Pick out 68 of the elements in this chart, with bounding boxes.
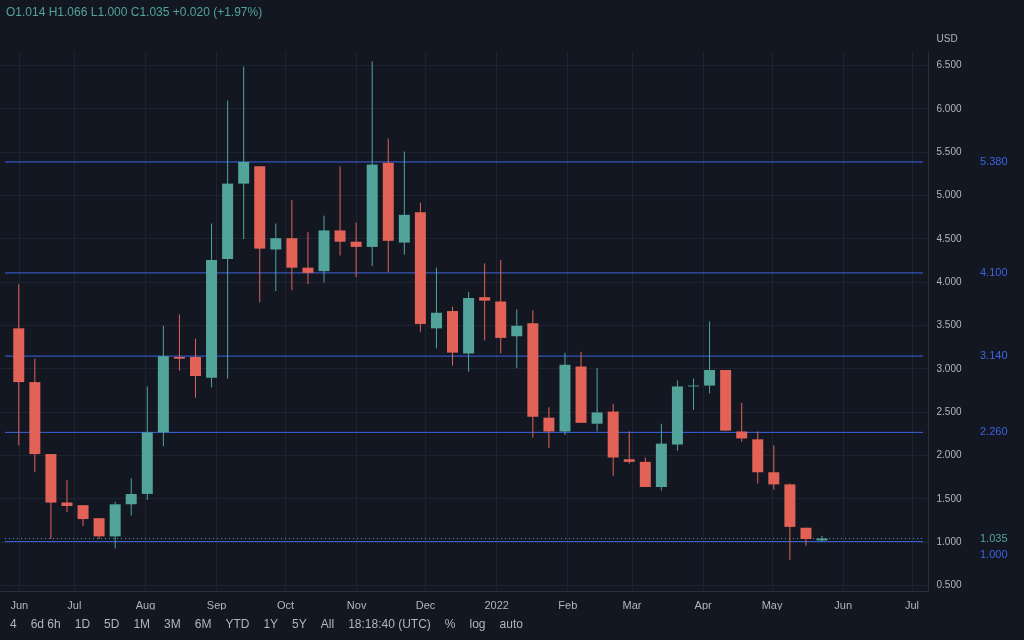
ref-line-label: 1.000 bbox=[980, 547, 1008, 560]
text: 1D bbox=[74, 617, 91, 631]
y-tick-label: 2.000 bbox=[936, 449, 962, 461]
candlestick bbox=[591, 367, 603, 433]
candlestick bbox=[125, 477, 137, 517]
candlestick bbox=[302, 231, 314, 285]
x-tick-label: Apr bbox=[694, 598, 713, 611]
x-tick-label: Jun bbox=[10, 598, 29, 611]
candlestick bbox=[768, 444, 780, 491]
ref-line-label: 2.260 bbox=[980, 425, 1008, 438]
candlestick bbox=[334, 165, 346, 257]
ref-line-label: 3.140 bbox=[980, 349, 1008, 362]
text: 5Y bbox=[292, 617, 307, 631]
chart-title: O1.014 H1.066 L1.000 C1.035 +0.020 (+1.97%) bbox=[6, 5, 263, 19]
text: 5D bbox=[104, 617, 120, 631]
x-tick-label: May bbox=[761, 598, 783, 611]
x-tick-label: Jun bbox=[834, 598, 853, 611]
text: % bbox=[444, 617, 456, 631]
candlestick bbox=[270, 222, 282, 292]
candlestick bbox=[479, 262, 491, 341]
candlestick bbox=[93, 517, 105, 540]
text: 18:18:40 (UTC) bbox=[348, 617, 431, 631]
ref-line-label: 5.380 bbox=[980, 154, 1008, 167]
x-tick-label: Nov bbox=[346, 598, 367, 611]
candlestick bbox=[430, 267, 442, 349]
candlestick bbox=[238, 66, 250, 240]
y-tick-label: 5.000 bbox=[936, 189, 962, 201]
y-tick-label: 2.500 bbox=[936, 406, 962, 418]
candlestick bbox=[511, 308, 523, 369]
x-tick-label: Mar bbox=[622, 598, 642, 611]
y-tick-label: 3.000 bbox=[936, 362, 962, 374]
x-tick-label: Jul bbox=[904, 598, 920, 611]
y-tick-label: 0.500 bbox=[936, 579, 962, 591]
text: All bbox=[320, 617, 335, 631]
text: YTD bbox=[225, 617, 250, 631]
y-tick-label: 1.500 bbox=[936, 492, 962, 504]
x-tick-label: Dec bbox=[415, 598, 436, 611]
candlestick bbox=[189, 338, 201, 399]
ref-line-label: 4.100 bbox=[980, 265, 1008, 278]
candlestick bbox=[704, 320, 716, 394]
y-axis-title: USD bbox=[936, 32, 958, 44]
text: log bbox=[469, 617, 486, 631]
x-tick-label: Jul bbox=[67, 598, 82, 611]
y-tick-label: 6.000 bbox=[936, 102, 962, 114]
x-tick-label: Feb bbox=[558, 598, 578, 611]
y-tick-label: 4.500 bbox=[936, 232, 962, 244]
text: 6d 6h bbox=[30, 617, 61, 631]
candlestick bbox=[173, 314, 185, 372]
text: 6M bbox=[194, 617, 212, 631]
ref-line-label: 1.035 bbox=[980, 531, 1008, 544]
y-tick-label: 3.500 bbox=[936, 319, 962, 331]
candlestick bbox=[77, 504, 89, 527]
x-tick-label: Sep bbox=[206, 598, 227, 611]
y-tick-label: 1.000 bbox=[936, 536, 962, 548]
candlestick bbox=[623, 431, 635, 465]
candlestick bbox=[543, 406, 555, 449]
text: auto bbox=[499, 617, 523, 631]
x-tick-label: 2022 bbox=[484, 598, 509, 611]
y-tick-label: 5.500 bbox=[936, 146, 962, 158]
x-tick-label: Oct bbox=[276, 598, 295, 611]
y-tick-label: 6.500 bbox=[936, 59, 962, 71]
text: 4 bbox=[10, 617, 17, 631]
x-tick-label: Aug bbox=[135, 598, 156, 611]
text: 3M bbox=[164, 617, 181, 631]
candlestick bbox=[350, 222, 362, 278]
text: 1M bbox=[133, 617, 151, 631]
text: 1Y bbox=[263, 617, 279, 631]
y-tick-label: 4.000 bbox=[936, 276, 962, 288]
